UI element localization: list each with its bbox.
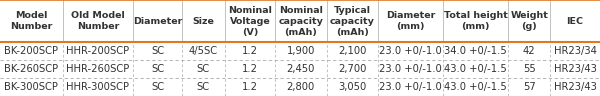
Text: HR23/43: HR23/43 <box>554 82 596 92</box>
Text: Size: Size <box>193 17 214 26</box>
Text: SC: SC <box>151 82 164 92</box>
Text: 23.0 +0/-1.0: 23.0 +0/-1.0 <box>379 64 442 74</box>
Text: Weight
(g): Weight (g) <box>510 11 548 31</box>
Text: 34.0 +0/-1.5: 34.0 +0/-1.5 <box>445 46 507 56</box>
Text: SC: SC <box>151 46 164 56</box>
Text: 57: 57 <box>523 82 536 92</box>
Text: 55: 55 <box>523 64 536 74</box>
Text: Diameter
(mm): Diameter (mm) <box>386 11 436 31</box>
Text: 42: 42 <box>523 46 535 56</box>
Text: Nominal
Voltage
(V): Nominal Voltage (V) <box>228 6 272 37</box>
Text: 2,700: 2,700 <box>338 64 367 74</box>
Text: Total height
(mm): Total height (mm) <box>444 11 508 31</box>
Text: 1.2: 1.2 <box>242 82 258 92</box>
Text: HR23/34: HR23/34 <box>554 46 596 56</box>
Text: 2,450: 2,450 <box>287 64 315 74</box>
Text: HHR-200SCP: HHR-200SCP <box>67 46 130 56</box>
Text: 23.0 +0/-1.0: 23.0 +0/-1.0 <box>379 46 442 56</box>
Text: 1.2: 1.2 <box>242 46 258 56</box>
Text: 1,900: 1,900 <box>287 46 315 56</box>
Text: 43.0 +0/-1.5: 43.0 +0/-1.5 <box>445 82 507 92</box>
Text: SC: SC <box>197 82 210 92</box>
Text: Typical
capacity
(mAh): Typical capacity (mAh) <box>330 6 375 37</box>
Text: Old Model
Number: Old Model Number <box>71 11 125 31</box>
Text: Model
Number: Model Number <box>10 11 52 31</box>
Text: 2,800: 2,800 <box>287 82 315 92</box>
Text: Nominal
capacity
(mAh): Nominal capacity (mAh) <box>278 6 323 37</box>
Text: Diameter: Diameter <box>133 17 182 26</box>
Text: HHR-260SCP: HHR-260SCP <box>66 64 130 74</box>
Text: SC: SC <box>151 64 164 74</box>
Text: HR23/43: HR23/43 <box>554 64 596 74</box>
Text: 43.0 +0/-1.5: 43.0 +0/-1.5 <box>445 64 507 74</box>
Text: 3,050: 3,050 <box>338 82 367 92</box>
Text: 23.0 +0/-1.0: 23.0 +0/-1.0 <box>379 82 442 92</box>
Text: 2,100: 2,100 <box>338 46 367 56</box>
Text: BK-300SCP: BK-300SCP <box>4 82 58 92</box>
Text: SC: SC <box>197 64 210 74</box>
Text: IEC: IEC <box>566 17 583 26</box>
Text: BK-260SCP: BK-260SCP <box>4 64 58 74</box>
Text: 1.2: 1.2 <box>242 64 258 74</box>
Text: BK-200SCP: BK-200SCP <box>4 46 58 56</box>
Text: 4/5SC: 4/5SC <box>189 46 218 56</box>
Text: HHR-300SCP: HHR-300SCP <box>67 82 130 92</box>
